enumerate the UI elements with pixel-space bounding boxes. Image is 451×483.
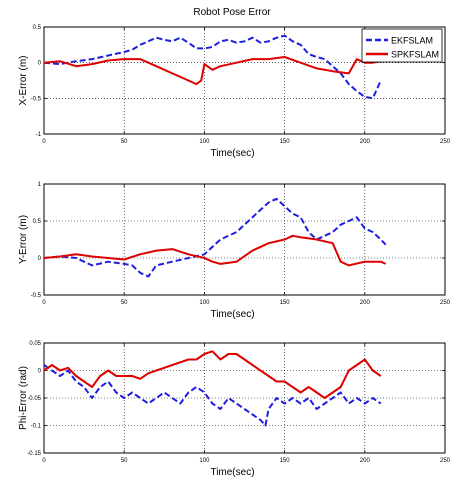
series-line-spkfslam xyxy=(43,350,382,399)
y-tick-label: 0.5 xyxy=(33,219,42,225)
x-tick-label: 200 xyxy=(360,458,371,464)
y-axis-label: X-Error (m) xyxy=(18,56,29,106)
legend: EKFSLAM SPKFSLAM xyxy=(361,28,443,63)
chart-panel-phi: 0 50 100 150 200 250 -0.15 -0.1 -0.05 0 0.05 Time(s… xyxy=(18,341,451,478)
y-tick-label: -0.15 xyxy=(27,451,41,457)
x-tick-label: 250 xyxy=(440,139,451,145)
x-tick-label: 250 xyxy=(440,458,451,464)
y-axis-label: Y-Error (m) xyxy=(18,215,29,264)
y-tick-label: 0.5 xyxy=(33,25,42,31)
y-tick-label: 0 xyxy=(38,369,42,375)
series-line-ekfslam xyxy=(43,364,382,427)
legend-label-ekfslam: EKFSLAM xyxy=(391,36,433,46)
x-tick-label: 150 xyxy=(280,139,291,145)
y-tick-label: -0.05 xyxy=(27,396,41,402)
x-tick-label: 0 xyxy=(42,458,46,464)
series-line-spkfslam xyxy=(43,56,381,86)
x-tick-label: 200 xyxy=(360,300,371,306)
x-axis-label: Time(sec) xyxy=(210,467,254,478)
series-line-spkfslam xyxy=(43,234,387,267)
y-tick-label: 1 xyxy=(38,182,42,188)
x-tick-label: 100 xyxy=(199,139,210,145)
x-tick-label: 200 xyxy=(360,139,371,145)
figure-title: Robot Pose Error xyxy=(193,7,271,18)
x-tick-label: 100 xyxy=(199,300,210,306)
x-axis-label: Time(sec) xyxy=(210,148,254,159)
x-tick-label: 150 xyxy=(280,458,291,464)
legend-box xyxy=(361,28,443,63)
y-tick-label: -0.1 xyxy=(31,424,42,430)
x-tick-label: 0 xyxy=(42,300,46,306)
y-tick-label: -0.5 xyxy=(31,96,42,102)
x-tick-label: 250 xyxy=(440,300,451,306)
plot-frame xyxy=(43,26,446,135)
x-tick-label: 0 xyxy=(42,139,46,145)
y-tick-label: 0 xyxy=(38,61,42,67)
y-tick-label: -0.5 xyxy=(31,293,42,299)
y-axis-label: Phi-Error (rad) xyxy=(18,366,29,430)
y-tick-label: 0.05 xyxy=(29,341,41,347)
plot-frame xyxy=(43,183,446,296)
x-tick-label: 100 xyxy=(199,458,210,464)
legend-label-spkfslam: SPKFSLAM xyxy=(391,50,439,60)
series-line-ekfslam xyxy=(43,34,382,100)
x-tick-label: 50 xyxy=(121,458,128,464)
x-axis-label: Time(sec) xyxy=(210,309,254,320)
series-line-ekfslam xyxy=(43,197,387,278)
y-tick-label: -1 xyxy=(36,132,42,138)
x-tick-label: 50 xyxy=(121,300,128,306)
x-tick-label: 150 xyxy=(280,300,291,306)
y-tick-label: 0 xyxy=(38,256,42,262)
chart-panel-y: 0 50 100 150 200 250-0.500.51Time(sec)Y-Error… xyxy=(18,182,451,320)
x-tick-label: 50 xyxy=(121,139,128,145)
chart-panel-x: 0 50 100 150 200 250 -1 -0.5 0 0.5 Time(sec) X-Erro… xyxy=(18,25,451,159)
